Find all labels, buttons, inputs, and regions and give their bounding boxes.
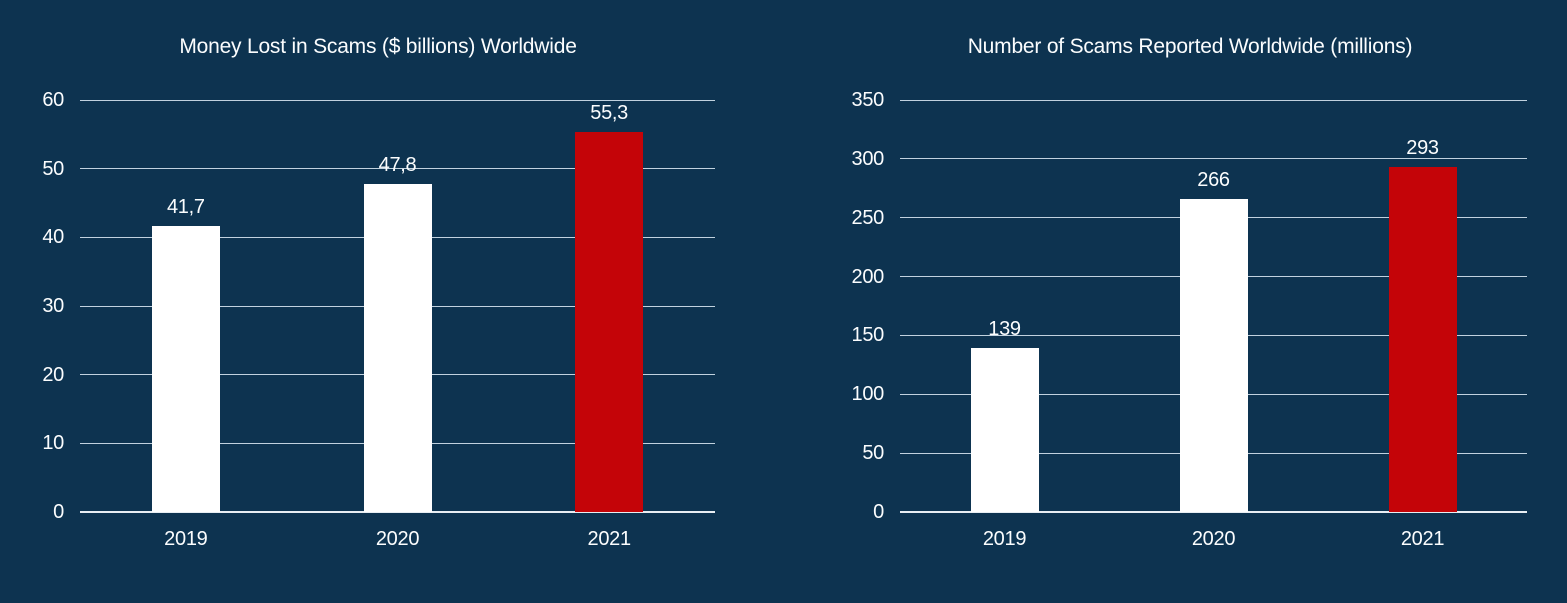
- data-label-2021: 293: [1406, 137, 1439, 160]
- bar-2021: [1388, 167, 1457, 512]
- chart-money-lost-in-scams: Money Lost in Scams ($ billions) Worldwi…: [0, 0, 783, 603]
- y-axis-tick-label: 0: [873, 501, 884, 523]
- y-axis-tick-label: 60: [42, 89, 64, 111]
- y-axis-tick-label: 250: [851, 206, 885, 229]
- y-axis-tick-label: 350: [851, 89, 885, 111]
- bar-2019: [151, 225, 220, 512]
- y-axis-tick-label: 100: [851, 383, 885, 406]
- gridline-350: [900, 99, 1527, 101]
- y-axis-tick-label: 20: [42, 363, 64, 386]
- chart-title: Number of Scams Reported Worldwide (mill…: [967, 35, 1413, 58]
- y-axis-tick-label: 150: [851, 324, 885, 347]
- x-axis-category-label: 2019: [164, 528, 208, 550]
- y-axis-tick-label: 50: [862, 442, 884, 465]
- x-axis-category-label: 2019: [982, 528, 1027, 550]
- bar-2021: [575, 132, 644, 512]
- data-label-2019: 41,7: [166, 195, 205, 218]
- gridline-300: [900, 158, 1527, 160]
- x-axis-category-label: 2020: [1191, 528, 1236, 550]
- bar-2019: [970, 348, 1039, 512]
- x-axis-category-label: 2021: [1400, 528, 1445, 550]
- y-axis-tick-label: 50: [42, 157, 64, 180]
- gridline-50: [80, 168, 715, 170]
- y-axis-tick-label: 40: [42, 226, 64, 249]
- y-axis-tick-label: 0: [53, 501, 64, 523]
- chart-title: Money Lost in Scams ($ billions) Worldwi…: [179, 35, 577, 58]
- data-label-2021: 55,3: [590, 102, 629, 125]
- y-axis-tick-label: 10: [42, 432, 64, 455]
- gridline-60: [80, 99, 715, 101]
- y-axis-tick-label: 30: [42, 295, 64, 317]
- chart-scams-reported: Number of Scams Reported Worldwide (mill…: [783, 0, 1567, 603]
- y-axis-tick-label: 300: [851, 147, 885, 170]
- data-label-2019: 139: [988, 318, 1021, 341]
- x-axis-category-label: 2021: [587, 528, 632, 550]
- data-label-2020: 47,8: [378, 153, 417, 176]
- y-axis-tick-label: 200: [851, 265, 885, 288]
- x-axis-line: [900, 511, 1527, 513]
- x-axis-line: [80, 511, 715, 513]
- bar-2020: [1179, 198, 1248, 512]
- bar-2020: [363, 183, 432, 512]
- x-axis-category-label: 2020: [375, 528, 420, 550]
- data-label-2020: 266: [1197, 168, 1230, 191]
